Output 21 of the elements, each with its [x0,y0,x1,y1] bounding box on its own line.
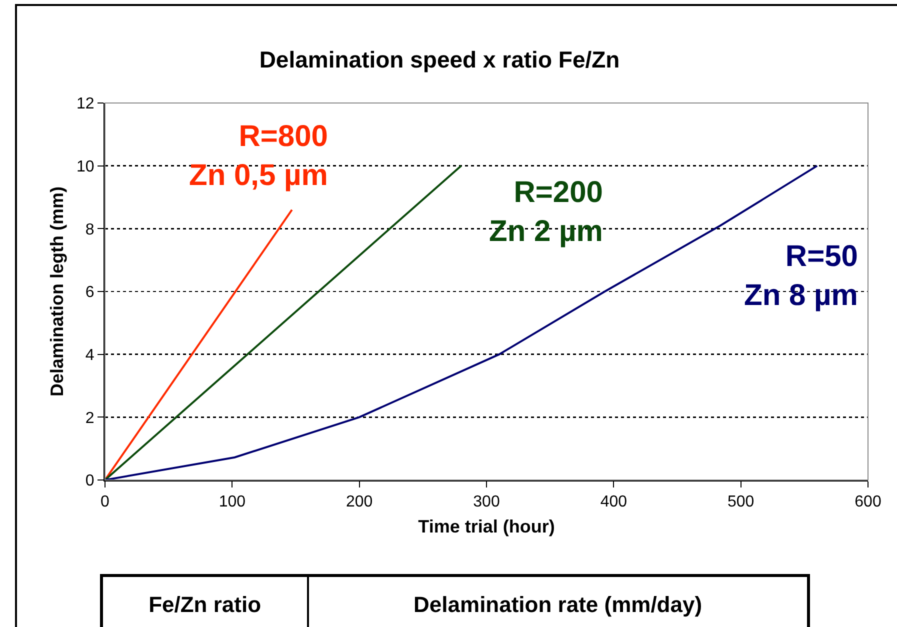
x-tick-label: 200 [346,494,373,511]
series-label: R=800 Zn 0,5 µm [189,120,328,192]
x-tick-label: 0 [100,494,110,511]
y-tick-label: 6 [85,284,94,302]
y-tick-label: 12 [76,96,94,113]
y-tick-label: 0 [85,472,94,490]
y-tick-label: 10 [76,158,94,176]
y-axis-title: Delamination legth (mm) [46,186,67,397]
series-label: R=50 Zn 8 µm [744,240,858,312]
x-tick-label: 100 [218,494,246,511]
x-tick-label: 600 [854,494,882,511]
x-tick-label: 400 [600,494,628,511]
y-tick-label: 4 [85,346,94,364]
y-tick-label: 8 [85,221,94,238]
x-axis-title: Time trial (hour) [418,516,555,537]
x-tick-label: 500 [727,494,754,511]
y-tick-label: 2 [85,410,94,427]
chart-title: Delamination speed x ratio Fe/Zn [259,46,620,73]
series-label: R=200 Zn 2 µm [489,176,603,248]
x-tick-label: 300 [473,494,500,511]
table-header: Fe/Zn ratio Delamination rate (mm/day) [100,574,810,627]
